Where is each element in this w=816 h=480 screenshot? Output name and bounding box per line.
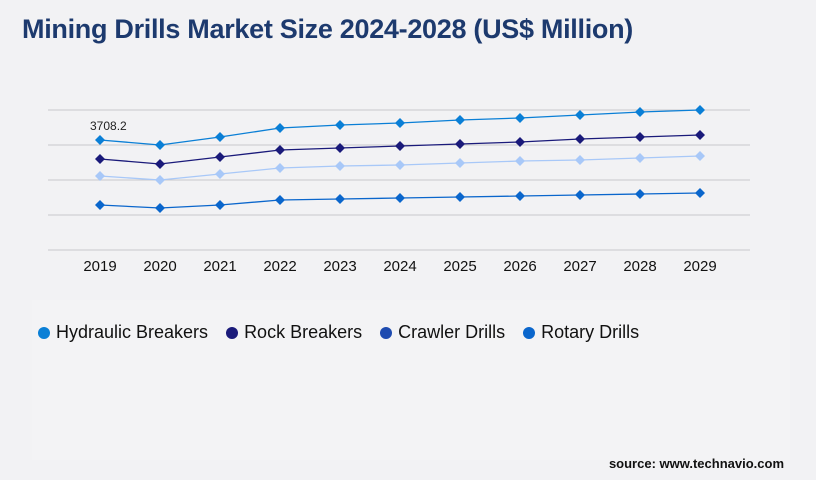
data-point	[515, 156, 525, 167]
legend-label: Crawler Drills	[398, 322, 506, 342]
data-point	[575, 190, 585, 201]
data-point	[155, 159, 165, 170]
data-point	[455, 139, 465, 150]
data-point	[575, 110, 585, 121]
legend-label: Rock Breakers	[244, 322, 363, 342]
data-point	[95, 170, 105, 181]
data-point	[695, 105, 705, 116]
legend-item: Rock Breakers	[226, 322, 362, 343]
legend-panel	[32, 300, 790, 460]
data-point	[695, 151, 705, 162]
data-point	[215, 152, 225, 163]
data-point	[155, 203, 165, 213]
data-point	[515, 137, 525, 148]
legend-label: Rotary Drills	[541, 322, 640, 342]
data-point	[275, 194, 285, 205]
data-point	[215, 132, 225, 143]
data-point	[155, 175, 165, 185]
data-point	[455, 158, 465, 169]
data-point	[335, 143, 345, 154]
x-tick-label: 2022	[263, 258, 296, 275]
legend: Hydraulic Breakers Rock Breakers Crawler D…	[38, 322, 639, 343]
data-point	[455, 191, 465, 202]
legend-marker-icon	[380, 326, 393, 339]
data-point	[455, 115, 465, 126]
x-tick-label: 2028	[623, 258, 656, 275]
data-point	[395, 193, 405, 204]
chart-title: Mining Drills Market Size 2024-2028 (US$…	[22, 14, 633, 44]
legend-item: Crawler Drills	[380, 322, 505, 343]
line-chart: 2019 2020 2021 2022 2023 2024 2025 2026 2027 2028…	[48, 105, 750, 275]
data-point	[575, 155, 585, 166]
x-tick-label: 2023	[323, 258, 356, 275]
legend-marker-icon	[523, 326, 536, 339]
legend-marker-icon	[226, 326, 239, 339]
data-point	[635, 132, 645, 143]
x-tick-label: 2019	[83, 258, 116, 275]
data-point	[155, 140, 165, 150]
legend-item: Rotary Drills	[523, 322, 639, 343]
data-point	[95, 135, 105, 146]
data-point	[515, 191, 525, 202]
data-point	[215, 200, 225, 211]
data-point	[275, 163, 285, 174]
x-tick-label: 2021	[203, 258, 236, 275]
data-point	[395, 141, 405, 152]
data-point	[335, 120, 345, 131]
legend-marker-icon	[38, 326, 50, 339]
data-point	[635, 189, 645, 199]
data-point	[635, 107, 645, 118]
data-point	[515, 113, 525, 124]
x-tick-label: 2026	[503, 258, 536, 275]
data-point	[335, 161, 345, 171]
legend-item: Hydraulic Breakers	[38, 322, 208, 343]
data-point	[575, 134, 585, 145]
data-point	[95, 154, 105, 164]
data-label: 3708.2	[90, 119, 127, 133]
x-tick-label: 2025	[443, 258, 476, 275]
data-point	[275, 145, 285, 156]
data-point	[335, 194, 345, 205]
x-tick-label: 2027	[563, 258, 596, 275]
data-point	[395, 160, 405, 171]
x-tick-label: 2029	[683, 258, 716, 275]
data-point	[635, 153, 645, 164]
data-point	[395, 118, 405, 129]
x-tick-label: 2020	[143, 258, 176, 275]
data-point	[215, 169, 225, 180]
x-tick-label: 2024	[383, 258, 416, 275]
legend-label: Hydraulic Breakers	[56, 322, 209, 342]
source-text: source: www.technavio.com	[608, 456, 784, 471]
data-point	[695, 130, 705, 141]
data-point	[95, 200, 105, 211]
data-point	[275, 123, 285, 134]
data-point	[695, 188, 705, 199]
